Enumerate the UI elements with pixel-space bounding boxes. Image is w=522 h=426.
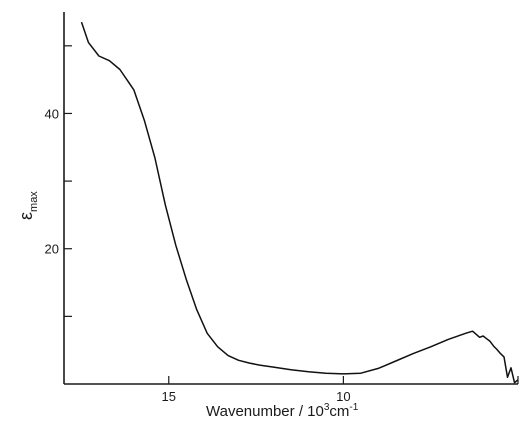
y-axis-title-main: ε bbox=[16, 212, 36, 220]
x-axis-title: Wavenumber / 103cm-1 bbox=[206, 402, 359, 420]
axes bbox=[63, 12, 518, 385]
ticks bbox=[64, 45, 519, 384]
x-axis-title-sup2: -1 bbox=[349, 402, 358, 413]
y-axis-title-sub: max bbox=[28, 191, 40, 212]
x-axis-title-sup1: 3 bbox=[324, 402, 330, 413]
tick-labels: 20 40 15 10 bbox=[45, 106, 351, 404]
x-tick-label: 10 bbox=[336, 389, 350, 404]
y-axis-title: εmax bbox=[16, 191, 40, 220]
y-tick-label: 40 bbox=[45, 106, 59, 121]
series-line bbox=[80, 21, 519, 384]
x-axis-title-unit: cm bbox=[329, 403, 349, 420]
x-tick-label: 15 bbox=[162, 389, 176, 404]
x-axis-title-main: Wavenumber / 10 bbox=[206, 403, 324, 420]
y-tick-label: 20 bbox=[45, 242, 59, 257]
